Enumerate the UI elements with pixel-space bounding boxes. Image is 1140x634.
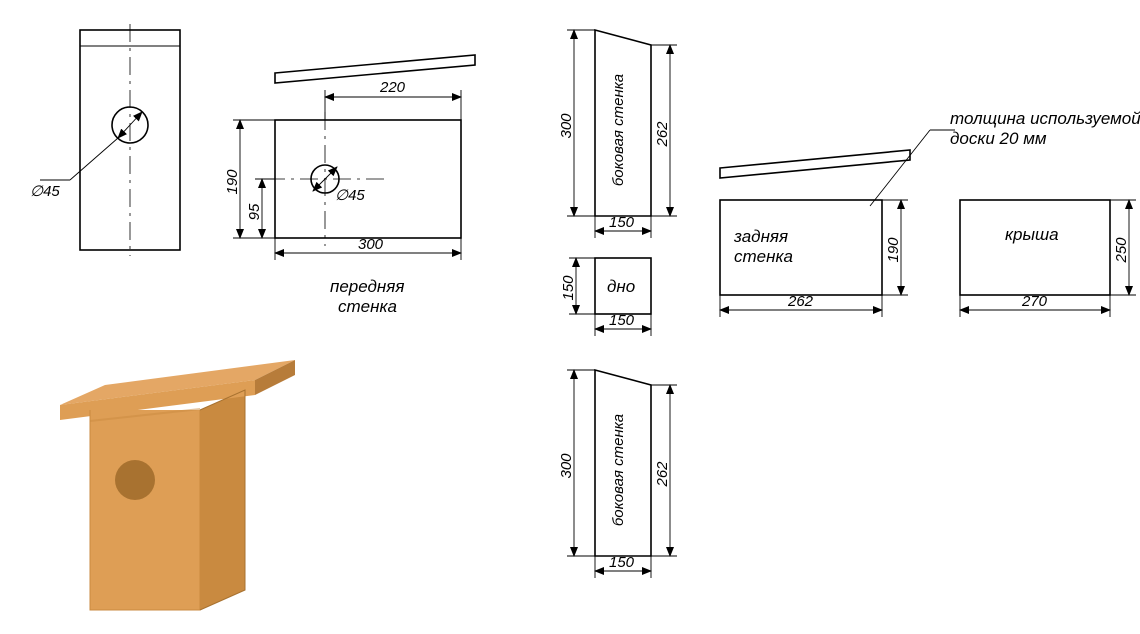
label-roof: крыша bbox=[1005, 225, 1059, 244]
front-panel-iso: ∅45 bbox=[30, 24, 180, 256]
dim-bottom-w: 150 bbox=[609, 312, 635, 329]
dim-roof-w: 270 bbox=[1021, 293, 1048, 310]
label-front-1: передняя bbox=[330, 277, 404, 296]
note-thickness-2: доски 20 мм bbox=[950, 129, 1047, 148]
dim-side1-hr: 262 bbox=[654, 121, 671, 148]
side-panel-2: 300 262 150 боковая стенка bbox=[558, 370, 677, 578]
dim-side2-hr: 262 bbox=[654, 461, 671, 488]
dim-side2-hl: 300 bbox=[558, 453, 575, 479]
label-back-2: стенка bbox=[734, 247, 793, 266]
dim-front-h: 190 bbox=[224, 169, 241, 195]
dim-bottom-h: 150 bbox=[560, 275, 577, 301]
dim-back-w: 262 bbox=[787, 293, 814, 310]
dim-front-diam: ∅45 bbox=[335, 187, 365, 204]
dim-front-w: 300 bbox=[358, 236, 384, 253]
label-bottom: дно bbox=[607, 277, 635, 296]
dim-front-holey: 95 bbox=[246, 203, 263, 220]
dim-roof-h: 250 bbox=[1113, 237, 1130, 264]
note-thickness-1: толщина используемой bbox=[950, 109, 1140, 128]
dim-side1-w: 150 bbox=[609, 214, 635, 231]
drawing-canvas: ∅45 ∅45 300 220 190 95 пер bbox=[0, 0, 1140, 634]
side-panel-1: 300 262 150 боковая стенка bbox=[558, 30, 677, 238]
birdhouse-3d bbox=[60, 360, 295, 610]
roof-strip-2 bbox=[720, 150, 910, 178]
bottom-panel: 150 150 дно bbox=[560, 258, 651, 336]
label-front-2: стенка bbox=[338, 297, 397, 316]
label-back-1: задняя bbox=[733, 227, 788, 246]
back-panel: задняя стенка 262 190 толщина используем… bbox=[720, 109, 1140, 317]
dim-back-h: 190 bbox=[885, 237, 902, 263]
front-panel-flat: ∅45 300 220 190 95 передняя стенка bbox=[224, 79, 461, 316]
dim-side2-w: 150 bbox=[609, 554, 635, 571]
dim-side1-hl: 300 bbox=[558, 113, 575, 139]
label-side2: боковая стенка bbox=[610, 414, 627, 526]
dim-front-holex: 220 bbox=[379, 79, 406, 96]
dim-iso-diameter: ∅45 bbox=[30, 183, 60, 200]
roof-strip-1 bbox=[275, 55, 475, 83]
label-side1: боковая стенка bbox=[610, 74, 627, 186]
roof-panel: крыша 270 250 bbox=[960, 200, 1136, 317]
